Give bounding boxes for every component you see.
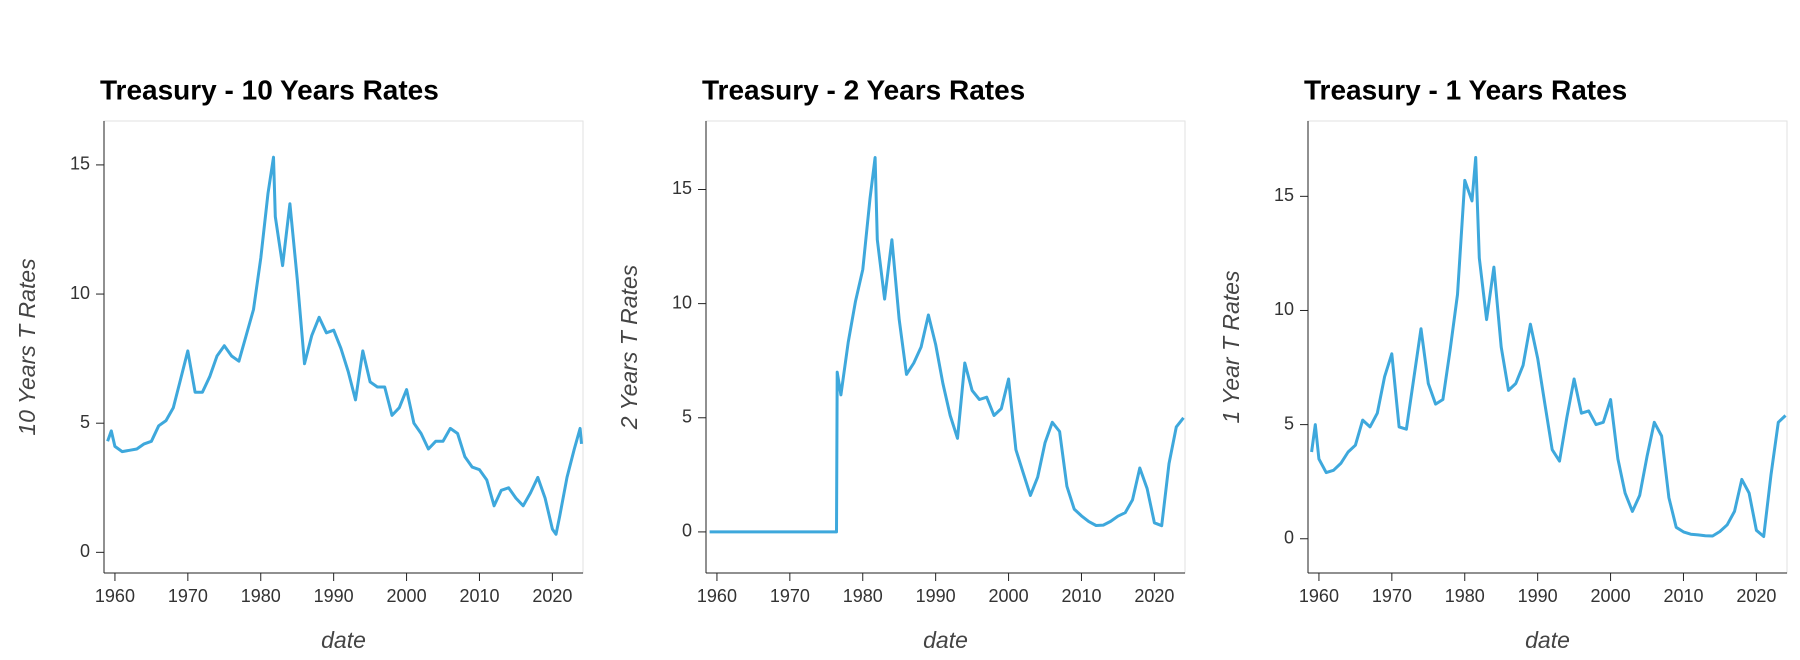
y-tick-label: 5 <box>1284 413 1294 433</box>
x-tick-label: 1980 <box>1445 586 1485 606</box>
x-tick-label: 1970 <box>770 586 810 606</box>
x-tick-label: 2000 <box>387 586 427 606</box>
y-axis-label: 2 Years T Rates <box>616 264 642 430</box>
chart-title: Treasury - 2 Years Rates <box>702 74 1025 105</box>
y-tick-label: 5 <box>682 407 692 427</box>
y-tick-label: 0 <box>1284 528 1294 548</box>
y-axis-label: 10 Years T Rates <box>14 258 40 436</box>
y-tick-label: 0 <box>682 521 692 541</box>
y-tick-label: 15 <box>1274 185 1294 205</box>
x-tick-label: 2010 <box>1061 586 1101 606</box>
x-tick-label: 2000 <box>1591 586 1631 606</box>
x-tick-label: 2010 <box>459 586 499 606</box>
x-tick-label: 2000 <box>989 586 1029 606</box>
x-tick-label: 2020 <box>1736 586 1776 606</box>
chart-title: Treasury - 1 Years Rates <box>1304 74 1627 105</box>
x-tick-label: 2020 <box>532 586 572 606</box>
y-axis-label: 1 Year T Rates <box>1218 270 1244 423</box>
chart-title: Treasury - 10 Years Rates <box>100 74 439 105</box>
x-tick-label: 1990 <box>1518 586 1558 606</box>
plot-frame <box>705 120 1186 574</box>
x-tick-label: 1960 <box>1299 586 1339 606</box>
y-tick-label: 15 <box>70 154 90 174</box>
y-tick-label: 10 <box>1274 299 1294 319</box>
x-tick-label: 1980 <box>241 586 281 606</box>
y-tick-label: 10 <box>70 283 90 303</box>
x-tick-label: 1970 <box>1372 586 1412 606</box>
x-tick-label: 1960 <box>697 586 737 606</box>
x-tick-label: 1990 <box>916 586 956 606</box>
x-tick-label: 1970 <box>168 586 208 606</box>
x-tick-label: 1960 <box>95 586 135 606</box>
x-tick-label: 2010 <box>1663 586 1703 606</box>
plot-frame <box>1307 120 1788 574</box>
rate-line <box>1310 156 1787 538</box>
x-axis-label: date <box>321 627 366 653</box>
y-tick-label: 15 <box>672 178 692 198</box>
y-tick-label: 5 <box>80 412 90 432</box>
x-tick-label: 2020 <box>1134 586 1174 606</box>
x-tick-label: 1990 <box>314 586 354 606</box>
rate-line <box>709 156 1185 534</box>
x-axis-label: date <box>923 627 968 653</box>
y-tick-label: 10 <box>672 292 692 312</box>
y-tick-label: 0 <box>80 541 90 561</box>
rate-line <box>106 155 583 536</box>
plot-frame <box>103 120 584 574</box>
x-axis-label: date <box>1525 627 1570 653</box>
x-tick-label: 1980 <box>843 586 883 606</box>
